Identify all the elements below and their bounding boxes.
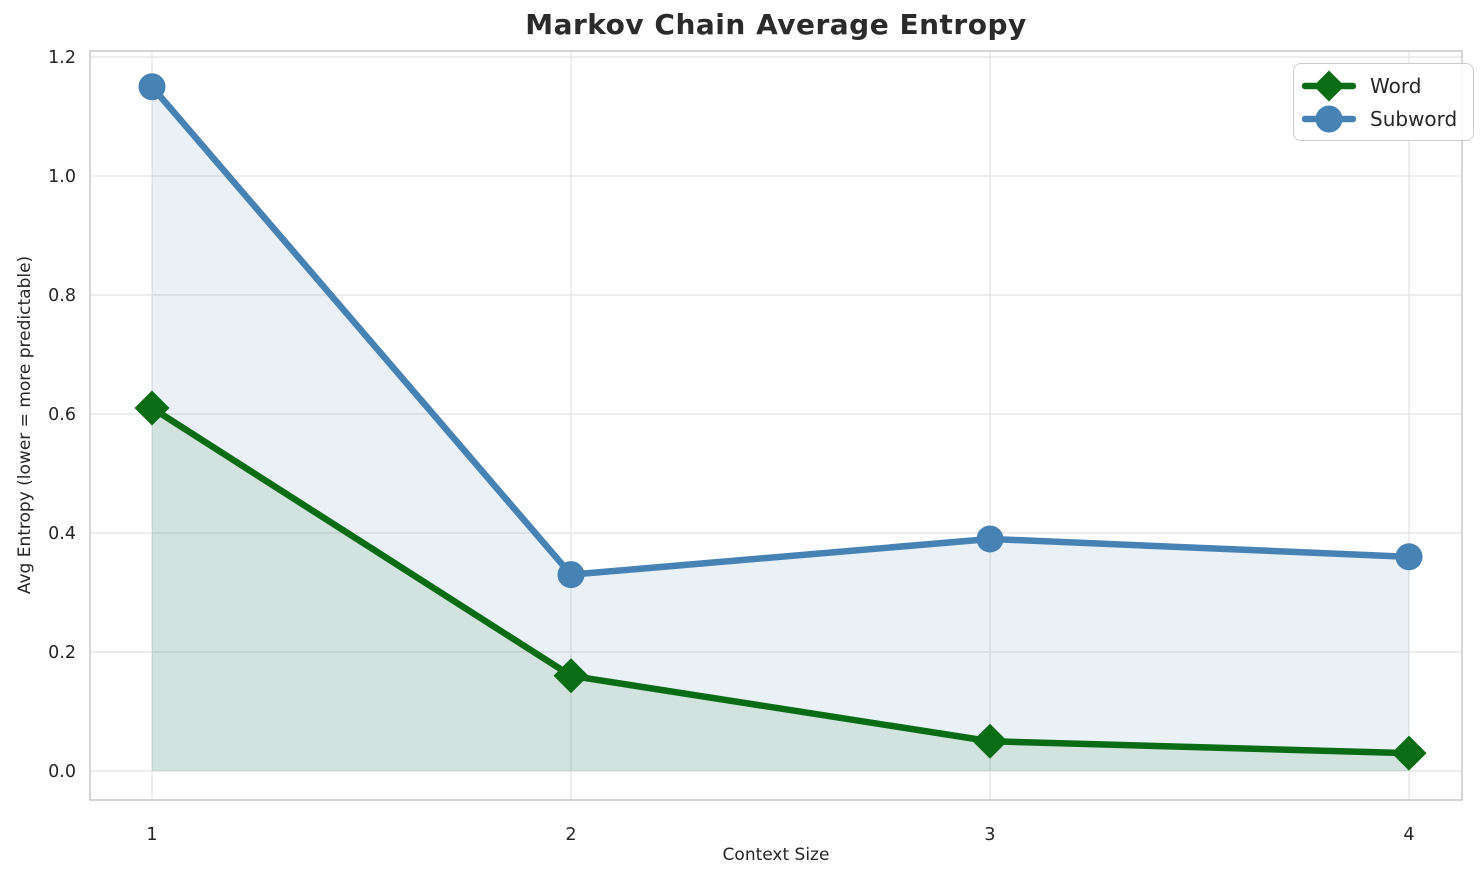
word-marker xyxy=(972,723,1008,759)
y-tick-label: 1.0 xyxy=(48,167,76,187)
x-tick-label: 4 xyxy=(1403,825,1414,845)
y-axis-label: Avg Entropy (lower = more predictable) xyxy=(15,255,35,595)
x-tick-label: 3 xyxy=(984,825,995,845)
y-tick-label: 0.2 xyxy=(48,643,76,663)
y-tick-label: 1.2 xyxy=(48,48,76,68)
word-diamond-marker-icon xyxy=(1302,70,1356,101)
subword-line xyxy=(148,83,1413,578)
y-tick-label: 0.0 xyxy=(48,762,76,782)
subword-marker xyxy=(1395,543,1423,571)
word-marker xyxy=(553,658,589,694)
y-tick-label: 0.4 xyxy=(48,524,76,544)
plot-border xyxy=(89,50,1463,801)
x-tick-label: 1 xyxy=(146,825,157,845)
y-tick-label: 0.6 xyxy=(48,405,76,425)
word-marker xyxy=(134,390,170,426)
x-tick-label: 2 xyxy=(565,825,576,845)
subword-area-fill xyxy=(152,86,1409,771)
x-axis-label: Context Size xyxy=(722,845,830,865)
legend: Word Subword xyxy=(1293,63,1475,141)
chart-title: Markov Chain Average Entropy xyxy=(525,8,1027,41)
legend-label-word: Word xyxy=(1370,73,1422,98)
legend-label-subword: Subword xyxy=(1370,106,1458,131)
subword-circle-marker-icon xyxy=(1302,105,1356,132)
word-area-fill xyxy=(152,408,1409,771)
y-tick-label: 0.8 xyxy=(48,286,76,306)
subword-marker xyxy=(976,525,1004,553)
subword-marker xyxy=(557,561,585,589)
legend-item-subword: Subword xyxy=(1302,103,1457,134)
subword-marker xyxy=(138,73,166,101)
legend-item-word: Word xyxy=(1302,70,1457,101)
word-marker xyxy=(1391,735,1427,771)
word-line xyxy=(148,404,1413,757)
